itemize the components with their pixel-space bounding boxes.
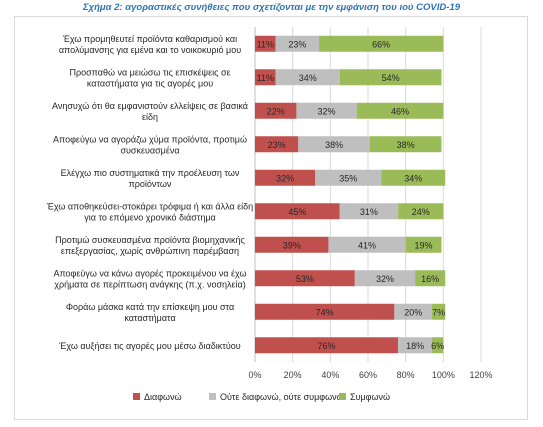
data-label: 54% xyxy=(382,73,400,83)
category-label: Έχω αποθηκεύσει-στοκάρει τρόφιμα ή και ά… xyxy=(46,201,253,222)
bar-segment xyxy=(255,337,399,354)
data-label: 7% xyxy=(432,307,445,317)
bar-segment xyxy=(255,270,355,287)
bar-segment xyxy=(275,69,340,86)
bar-segment xyxy=(255,69,276,86)
chart-title: Σχήμα 2: αγοραστικές συνήθειες που σχετί… xyxy=(82,2,460,13)
data-label: 46% xyxy=(391,106,409,116)
bar-segment xyxy=(255,102,297,119)
data-label: 24% xyxy=(412,207,430,217)
x-tick-label: 100% xyxy=(432,370,455,380)
category-label: Έχω προμηθευτεί προϊόντα καθαρισμού και α… xyxy=(59,34,241,55)
bar-segment xyxy=(405,236,442,253)
data-label: 32% xyxy=(376,274,394,284)
bar-segment xyxy=(296,102,357,119)
data-label: 38% xyxy=(397,140,415,150)
data-label: 19% xyxy=(415,240,433,250)
data-label: 34% xyxy=(404,173,422,183)
data-label: 45% xyxy=(288,207,306,217)
bar-segment xyxy=(356,102,444,119)
bar-segment xyxy=(398,337,433,354)
bar-segment xyxy=(255,136,299,153)
data-label: 32% xyxy=(318,106,336,116)
category-label: Φοράω μάσκα κατά την επίσκεψη μου στα κατ… xyxy=(66,302,234,323)
data-label: 76% xyxy=(318,341,336,351)
data-label: 11% xyxy=(257,73,274,83)
bar-segment xyxy=(298,136,370,153)
bar-segment xyxy=(354,270,416,287)
x-tick-label: 0% xyxy=(248,370,261,380)
bar-segment xyxy=(319,35,444,52)
legend-swatch xyxy=(339,393,346,400)
data-label: 11% xyxy=(257,39,274,49)
bar-segment xyxy=(328,236,406,253)
data-label: 32% xyxy=(276,173,294,183)
bar-segment xyxy=(255,203,340,220)
bar-segment xyxy=(394,303,433,320)
category-label: Προτιμώ συσκευασμένα προϊόντα βιομηχανικ… xyxy=(55,235,245,256)
bar-segment xyxy=(255,35,276,52)
data-label: 31% xyxy=(360,207,378,217)
x-tick-label: 120% xyxy=(469,370,492,380)
bar-segment xyxy=(255,303,395,320)
x-tick-label: 60% xyxy=(359,370,377,380)
bar-segment xyxy=(315,169,382,186)
data-label: 18% xyxy=(406,341,424,351)
category-label: Ανησυχώ ότι θα εμφανιστούν ελλείψεις σε … xyxy=(52,101,248,122)
data-label: 6% xyxy=(431,341,444,351)
bar-segment xyxy=(398,203,444,220)
data-label: 38% xyxy=(325,140,343,150)
category-label: Αποφεύγω να κάνω αγορές προκειμένου να έ… xyxy=(53,268,246,289)
bar-segment xyxy=(339,203,399,220)
data-label: 39% xyxy=(283,240,301,250)
bar-segment xyxy=(415,270,446,287)
data-label: 23% xyxy=(268,140,286,150)
data-label: 41% xyxy=(358,240,376,250)
data-label: 53% xyxy=(296,274,314,284)
bar-segment xyxy=(275,35,320,52)
data-label: 74% xyxy=(316,307,334,317)
bar-segment xyxy=(432,303,446,320)
legend-label: Ούτε διαφωνώ, ούτε συμφωνώ xyxy=(220,392,344,402)
bar-segment xyxy=(255,236,329,253)
data-label: 34% xyxy=(299,73,317,83)
chart-area xyxy=(14,16,528,420)
category-label: Έχω αυξήσει τις αγορές μου μέσω διαδικτύ… xyxy=(58,341,240,351)
data-label: 20% xyxy=(404,307,422,317)
bar-segment xyxy=(339,69,442,86)
bar-segment xyxy=(381,169,446,186)
legend-swatch xyxy=(133,393,140,400)
bar-segment xyxy=(369,136,442,153)
bar-segment xyxy=(255,169,316,186)
legend-swatch xyxy=(209,393,216,400)
data-label: 16% xyxy=(421,274,439,284)
category-label: Αποφεύγω να αγοράζω χύμα προϊόντα, προτι… xyxy=(53,134,247,155)
data-label: 66% xyxy=(372,39,390,49)
data-label: 35% xyxy=(339,173,357,183)
legend-label: Συμφωνώ xyxy=(350,392,390,402)
category-label: Ελέγχω πιο συστηματικά την προέλευση των… xyxy=(61,168,240,189)
category-label: Προσπαθώ να μειώσω τις επισκέψεις σε κατα… xyxy=(69,67,230,88)
x-tick-label: 80% xyxy=(397,370,415,380)
data-label: 22% xyxy=(267,106,285,116)
data-label: 23% xyxy=(288,39,306,49)
bar-segment xyxy=(432,337,444,354)
legend-label: Διαφωνώ xyxy=(144,392,182,402)
x-tick-label: 20% xyxy=(284,370,302,380)
x-tick-label: 40% xyxy=(321,370,339,380)
